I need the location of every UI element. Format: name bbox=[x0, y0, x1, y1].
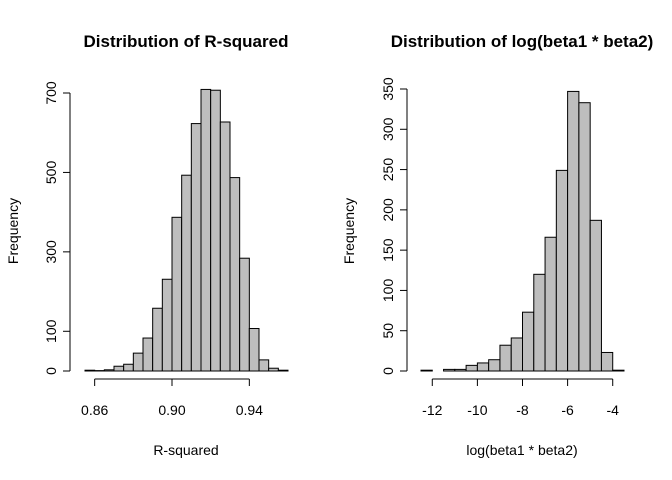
rsquared-bar bbox=[123, 363, 134, 372]
logbeta-x-tick-label: -10 bbox=[467, 402, 487, 418]
logbeta-y-tick-label: 50 bbox=[380, 323, 396, 339]
rsquared-y-tick-label: 0 bbox=[43, 367, 59, 375]
rsquared-bar bbox=[229, 177, 241, 372]
rsquared-bar bbox=[181, 174, 192, 372]
rsquared-y-tick-label: 300 bbox=[43, 240, 59, 264]
logbeta-bar bbox=[578, 102, 591, 372]
logbeta-bar bbox=[555, 169, 569, 372]
logbeta-y-tick-label: 200 bbox=[380, 198, 396, 222]
rsquared-bar bbox=[248, 328, 260, 372]
rsquared-bar bbox=[132, 352, 144, 372]
logbeta-bar bbox=[567, 90, 580, 372]
rsquared-bar bbox=[142, 337, 154, 372]
logbeta-y-tick-label: 0 bbox=[380, 367, 396, 375]
rsquared-histogram-panel: Distribution of R-squared 0100300500700 … bbox=[5, 32, 289, 458]
rsquared-bars bbox=[84, 88, 289, 372]
logbeta-bar bbox=[522, 311, 535, 372]
logbeta-bar bbox=[544, 236, 557, 372]
logbeta-bar bbox=[420, 369, 433, 372]
logbeta-chart-title: Distribution of log(beta1 * beta2) bbox=[391, 32, 654, 51]
logbeta-bars bbox=[420, 90, 625, 372]
logbeta-y-tick-label: 300 bbox=[380, 117, 396, 141]
logbeta-x-axis: -12 -10 -8 -6 -4 bbox=[422, 378, 619, 418]
rsquared-bar bbox=[84, 369, 96, 372]
logbeta-bar bbox=[589, 219, 602, 372]
logbeta-bar bbox=[454, 368, 467, 372]
rsquared-x-tick-label: 0.86 bbox=[81, 402, 108, 418]
logbeta-x-tick-label: -4 bbox=[606, 402, 619, 418]
logbeta-y-tick-label: 100 bbox=[380, 279, 396, 303]
rsquared-x-axis: 0.86 0.90 0.94 bbox=[81, 378, 263, 418]
logbeta-bar bbox=[510, 337, 524, 372]
rsquared-y-tick-label: 500 bbox=[43, 161, 59, 185]
logbeta-bar bbox=[488, 359, 501, 372]
logbeta-histogram-panel: Distribution of log(beta1 * beta2) 0 50 10… bbox=[341, 32, 653, 458]
logbeta-y-tick-label: 150 bbox=[380, 238, 396, 262]
logbeta-x-tick-label: -6 bbox=[561, 402, 574, 418]
logbeta-bar bbox=[612, 369, 625, 372]
rsquared-bar bbox=[239, 257, 250, 372]
logbeta-y-axis-label: Frequency bbox=[341, 198, 357, 264]
rsquared-bar bbox=[113, 365, 125, 372]
rsquared-x-tick-label: 0.94 bbox=[236, 402, 263, 418]
rsquared-x-tick-label: 0.90 bbox=[158, 402, 185, 418]
rsquared-bar bbox=[190, 123, 202, 372]
logbeta-x-axis-label: log(beta1 * beta2) bbox=[466, 442, 577, 458]
logbeta-x-tick-label: -12 bbox=[422, 402, 442, 418]
logbeta-bar bbox=[465, 364, 478, 372]
logbeta-y-tick-label: 250 bbox=[380, 158, 396, 182]
logbeta-bar bbox=[499, 344, 512, 372]
rsquared-x-axis-label: R-squared bbox=[153, 442, 218, 458]
rsquared-bar bbox=[219, 121, 231, 372]
rsquared-bar bbox=[161, 278, 173, 372]
rsquared-y-tick-label: 700 bbox=[43, 81, 59, 105]
logbeta-x-tick-label: -8 bbox=[516, 402, 529, 418]
logbeta-y-tick-label: 350 bbox=[380, 77, 396, 101]
rsquared-y-axis-label: Frequency bbox=[5, 198, 21, 264]
rsquared-bar bbox=[268, 367, 279, 372]
logbeta-bar bbox=[443, 368, 456, 372]
rsquared-y-tick-label: 100 bbox=[43, 319, 59, 343]
logbeta-bar bbox=[600, 351, 614, 372]
rsquared-bar bbox=[258, 359, 270, 372]
rsquared-bar bbox=[200, 88, 212, 372]
rsquared-bar bbox=[171, 216, 183, 372]
rsquared-bar bbox=[103, 369, 115, 372]
rsquared-bar bbox=[277, 369, 289, 372]
rsquared-bar bbox=[210, 89, 221, 372]
logbeta-y-axis: 0 50 100 150 200 250 300 350 bbox=[380, 77, 408, 375]
rsquared-y-axis: 0 100 300 500 700 bbox=[43, 81, 71, 375]
logbeta-bar bbox=[533, 273, 546, 372]
rsquared-bar bbox=[152, 307, 163, 372]
rsquared-chart-title: Distribution of R-squared bbox=[84, 32, 289, 51]
logbeta-bar bbox=[476, 362, 490, 372]
